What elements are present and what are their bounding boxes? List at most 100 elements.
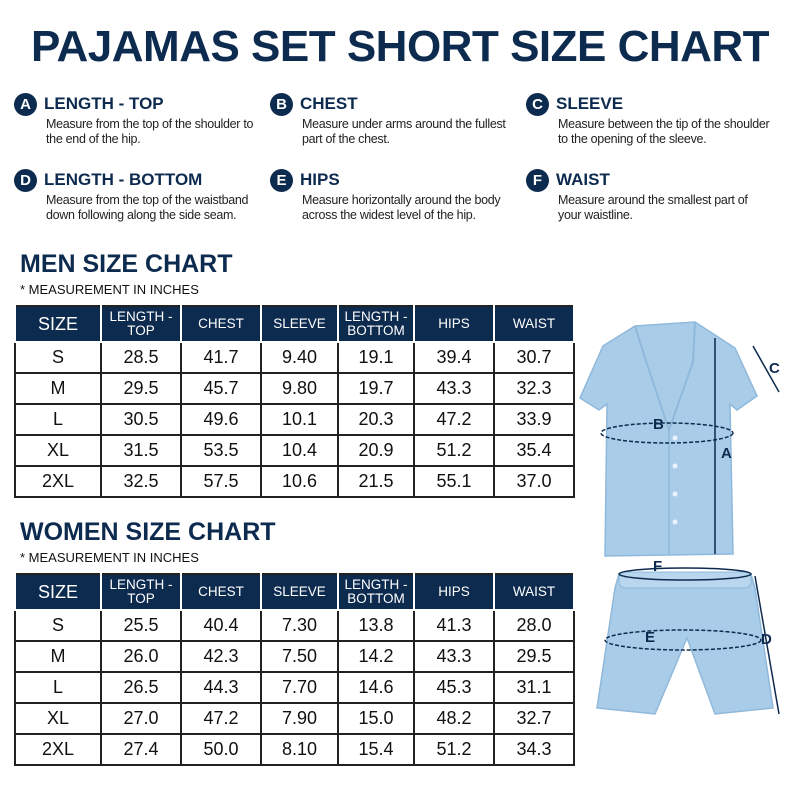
header-row: SIZE LENGTH - TOP CHEST SLEEVE LENGTH - BOTT… [14,306,575,343]
sleeve-measure-line [752,345,780,393]
label-f: F [653,558,662,575]
table-row: 2XL 27.4 50.0 8.10 15.4 51.2 34.3 [14,733,575,766]
legend-title: LENGTH - TOP [44,94,164,113]
size-cell: M [14,372,102,405]
label-c: C [769,360,780,377]
value-cell: 19.1 [337,341,415,374]
value-cell: 53.5 [180,434,262,467]
women-size-table: SIZE LENGTH - TOP CHEST SLEEVE LENGTH - BOTT… [14,573,575,766]
column-header: LENGTH - TOP [100,306,182,343]
legend-desc: Measure from the top of the waistband do… [46,193,249,222]
size-cell: L [14,403,102,436]
size-cell: L [14,671,102,704]
column-header: WAIST [493,306,575,343]
chest-measure-line [600,422,734,444]
value-cell: 51.2 [413,733,495,766]
table-row: L 30.5 49.6 10.1 20.3 47.2 33.9 [14,403,575,436]
value-cell: 47.2 [413,403,495,436]
page-title: PAJAMAS SET SHORT SIZE CHART [30,22,770,71]
column-header: LENGTH - TOP [100,574,182,611]
waist-measure-line [618,567,752,581]
value-cell: 7.90 [260,702,339,735]
column-header: SIZE [14,574,102,611]
value-cell: 29.5 [493,640,575,673]
shirt-image [579,321,758,557]
column-header: LENGTH - BOTTOM [337,574,415,611]
value-cell: 34.3 [493,733,575,766]
value-cell: 20.9 [337,434,415,467]
value-cell: 45.7 [180,372,262,405]
value-cell: 39.4 [413,341,495,374]
table-row: XL 27.0 47.2 7.90 15.0 48.2 32.7 [14,702,575,735]
value-cell: 44.3 [180,671,262,704]
badge-f-icon: F [526,169,549,192]
table-row: S 25.5 40.4 7.30 13.8 41.3 28.0 [14,609,575,642]
value-cell: 41.7 [180,341,262,374]
legend-desc: Measure from the top of the shoulder to … [46,117,254,146]
legend-title: CHEST [300,94,358,113]
table-row: L 26.5 44.3 7.70 14.6 45.3 31.1 [14,671,575,704]
label-a: A [721,445,732,462]
column-header: SIZE [14,306,102,343]
column-header: WAIST [493,574,575,611]
women-heading: WOMEN SIZE CHART [20,518,276,546]
value-cell: 57.5 [180,465,262,498]
value-cell: 42.3 [180,640,262,673]
value-cell: 8.10 [260,733,339,766]
value-cell: 13.8 [337,609,415,642]
value-cell: 30.7 [493,341,575,374]
value-cell: 45.3 [413,671,495,704]
value-cell: 15.0 [337,702,415,735]
header-row: SIZE LENGTH - TOP CHEST SLEEVE LENGTH - BOTT… [14,574,575,611]
size-cell: M [14,640,102,673]
value-cell: 32.5 [100,465,182,498]
value-cell: 32.3 [493,372,575,405]
value-cell: 28.5 [100,341,182,374]
table-row: 2XL 32.5 57.5 10.6 21.5 55.1 37.0 [14,465,575,498]
legend-title: HIPS [300,170,340,189]
value-cell: 32.7 [493,702,575,735]
table-row: XL 31.5 53.5 10.4 20.9 51.2 35.4 [14,434,575,467]
value-cell: 30.5 [100,403,182,436]
column-header: CHEST [180,306,262,343]
value-cell: 7.50 [260,640,339,673]
shorts-image [596,571,774,715]
badge-a-icon: A [14,93,37,116]
legend-title: SLEEVE [556,94,624,113]
value-cell: 35.4 [493,434,575,467]
length-bottom-measure-line [754,575,780,715]
value-cell: 29.5 [100,372,182,405]
value-cell: 49.6 [180,403,262,436]
legend-desc: Measure around the smallest part of your… [558,193,748,222]
value-cell: 20.3 [337,403,415,436]
legend-desc: Measure between the tip of the shoulder … [558,117,770,146]
value-cell: 43.3 [413,640,495,673]
size-cell: 2XL [14,733,102,766]
label-d: D [761,631,772,648]
value-cell: 27.4 [100,733,182,766]
value-cell: 7.70 [260,671,339,704]
value-cell: 55.1 [413,465,495,498]
value-cell: 26.5 [100,671,182,704]
value-cell: 43.3 [413,372,495,405]
legend-title: WAIST [556,170,610,189]
value-cell: 37.0 [493,465,575,498]
men-note: * MEASUREMENT IN INCHES [20,282,199,297]
value-cell: 27.0 [100,702,182,735]
value-cell: 7.30 [260,609,339,642]
value-cell: 9.40 [260,341,339,374]
column-header: LENGTH - BOTTOM [337,306,415,343]
label-b: B [653,416,664,433]
size-cell: S [14,609,102,642]
column-header: SLEEVE [260,574,339,611]
value-cell: 10.1 [260,403,339,436]
value-cell: 25.5 [100,609,182,642]
label-e: E [645,629,655,646]
value-cell: 51.2 [413,434,495,467]
value-cell: 28.0 [493,609,575,642]
value-cell: 31.5 [100,434,182,467]
size-cell: XL [14,702,102,735]
value-cell: 10.6 [260,465,339,498]
value-cell: 31.1 [493,671,575,704]
value-cell: 21.5 [337,465,415,498]
